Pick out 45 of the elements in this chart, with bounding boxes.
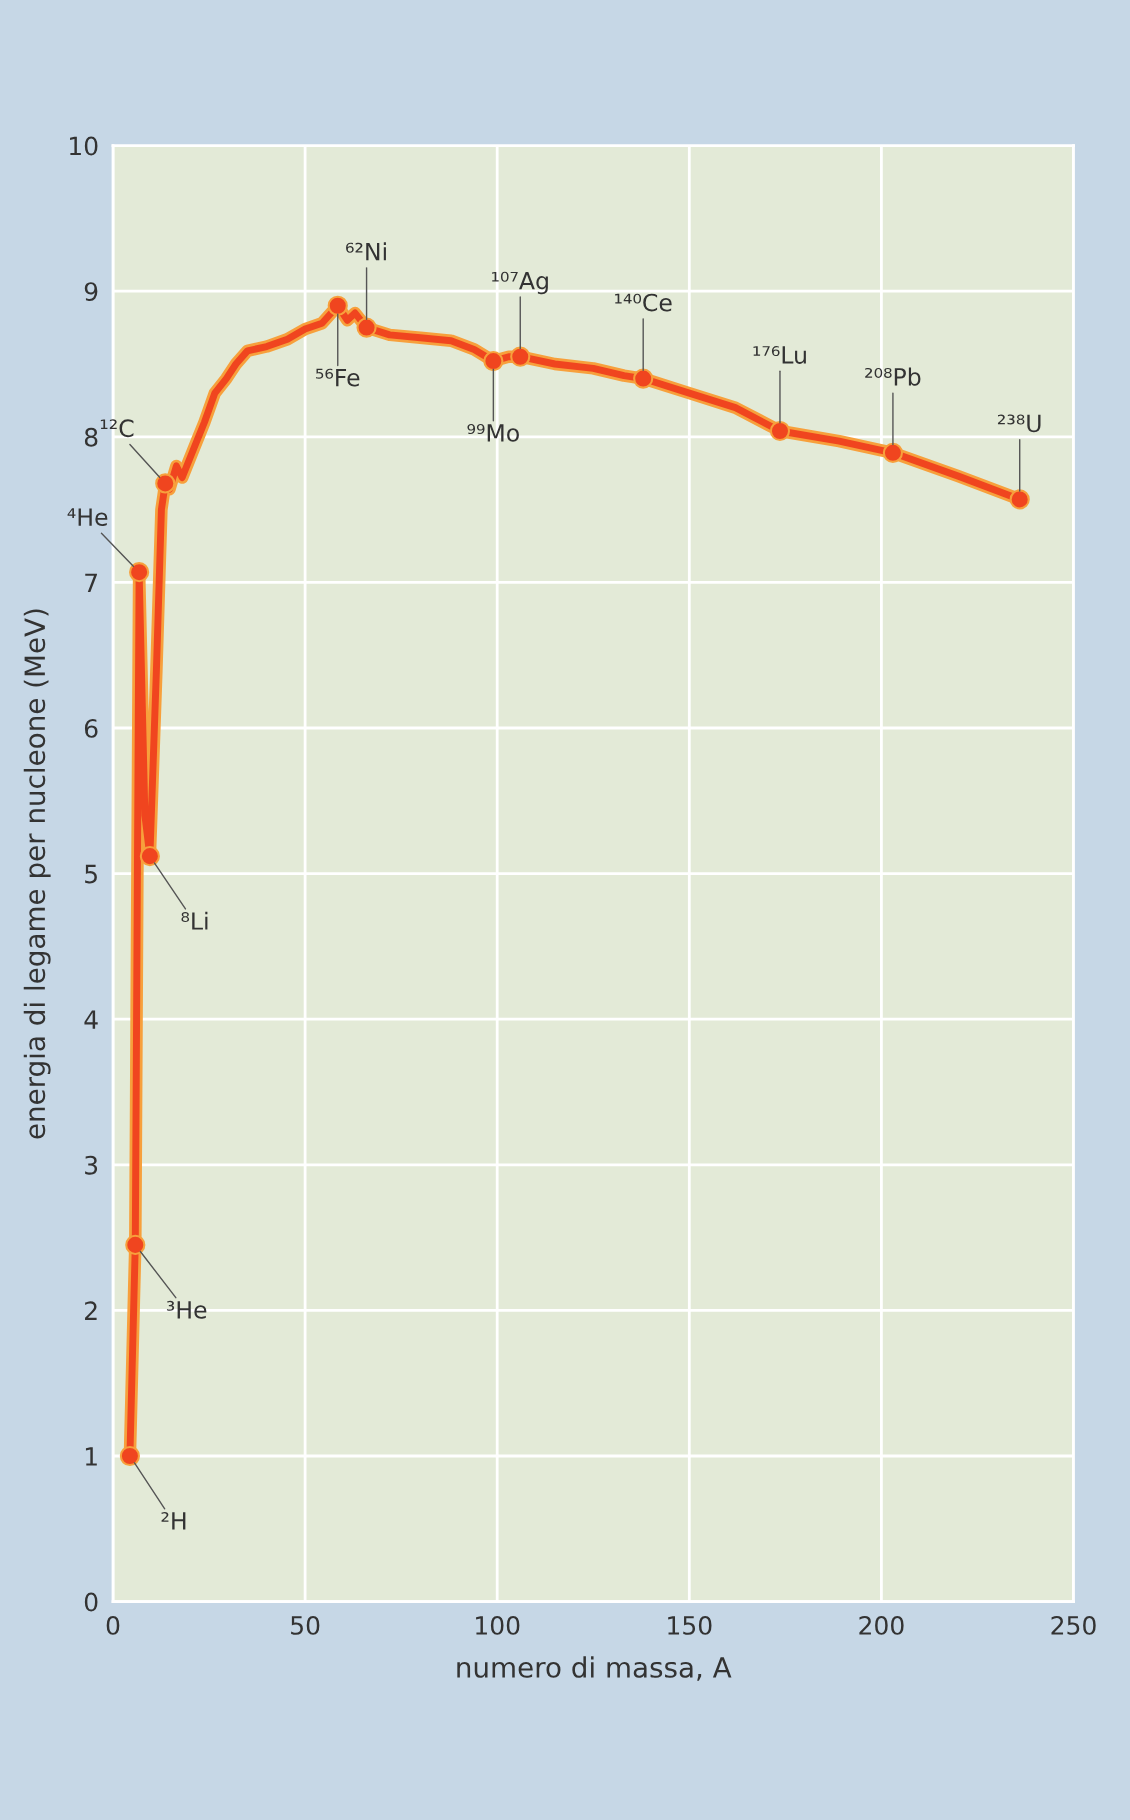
annotation: ⁶²Ni xyxy=(346,242,386,261)
y-tick-label: 8 xyxy=(84,427,98,447)
annotation: ²³⁸U xyxy=(997,414,1041,433)
x-tick-label: 150 xyxy=(668,1615,712,1635)
y-tick-label: 2 xyxy=(85,1301,97,1320)
x-tick-label: 50 xyxy=(291,1615,320,1635)
x-tick-label: 100 xyxy=(476,1615,520,1635)
point xyxy=(1009,489,1030,510)
annotation: ¹⁴⁰Ce xyxy=(615,293,672,312)
point xyxy=(510,346,531,367)
y-tick-label: 9 xyxy=(84,282,98,302)
y-tick-label: 5 xyxy=(85,864,97,884)
y-tick-label: 3 xyxy=(85,1155,98,1175)
point xyxy=(155,473,176,494)
annotation: ¹⁰⁷Ag xyxy=(492,271,548,295)
annotation: ⁵⁶Fe xyxy=(316,368,360,387)
x-tick-label: 200 xyxy=(859,1615,904,1635)
point xyxy=(139,846,160,867)
y-tick-label: 0 xyxy=(84,1592,98,1612)
point xyxy=(356,317,377,338)
point xyxy=(129,562,150,583)
y-tick-label: 4 xyxy=(84,1010,98,1029)
point xyxy=(633,368,654,389)
x-tick-label: 0 xyxy=(106,1615,120,1635)
y-tick-label: 1 xyxy=(85,1447,97,1466)
annotation: ¹²C xyxy=(100,419,134,438)
point xyxy=(327,295,348,316)
annotation: ⁹⁹Mo xyxy=(467,424,519,442)
y-tick-label: 10 xyxy=(70,136,98,156)
y-tick-label: 7 xyxy=(85,573,97,592)
annotation: ¹⁷⁶Lu xyxy=(753,346,806,364)
annotation: ²⁰⁸Pb xyxy=(865,367,921,386)
annotation: ⁸Li xyxy=(181,911,208,930)
point xyxy=(769,420,791,442)
y-tick-label: 6 xyxy=(84,718,98,738)
annotation: ³He xyxy=(166,1300,207,1319)
x-axis-title: numero di massa, A xyxy=(457,1656,732,1681)
y-axis-title: energia di legame per nucleone (MeV) xyxy=(23,609,51,1139)
annotation: ⁴He xyxy=(67,508,108,526)
point xyxy=(882,442,904,463)
point xyxy=(119,1445,140,1467)
x-tick-label: 250 xyxy=(1051,1615,1096,1635)
annotation: ²H xyxy=(161,1511,186,1530)
point xyxy=(125,1234,146,1255)
point xyxy=(483,350,504,372)
